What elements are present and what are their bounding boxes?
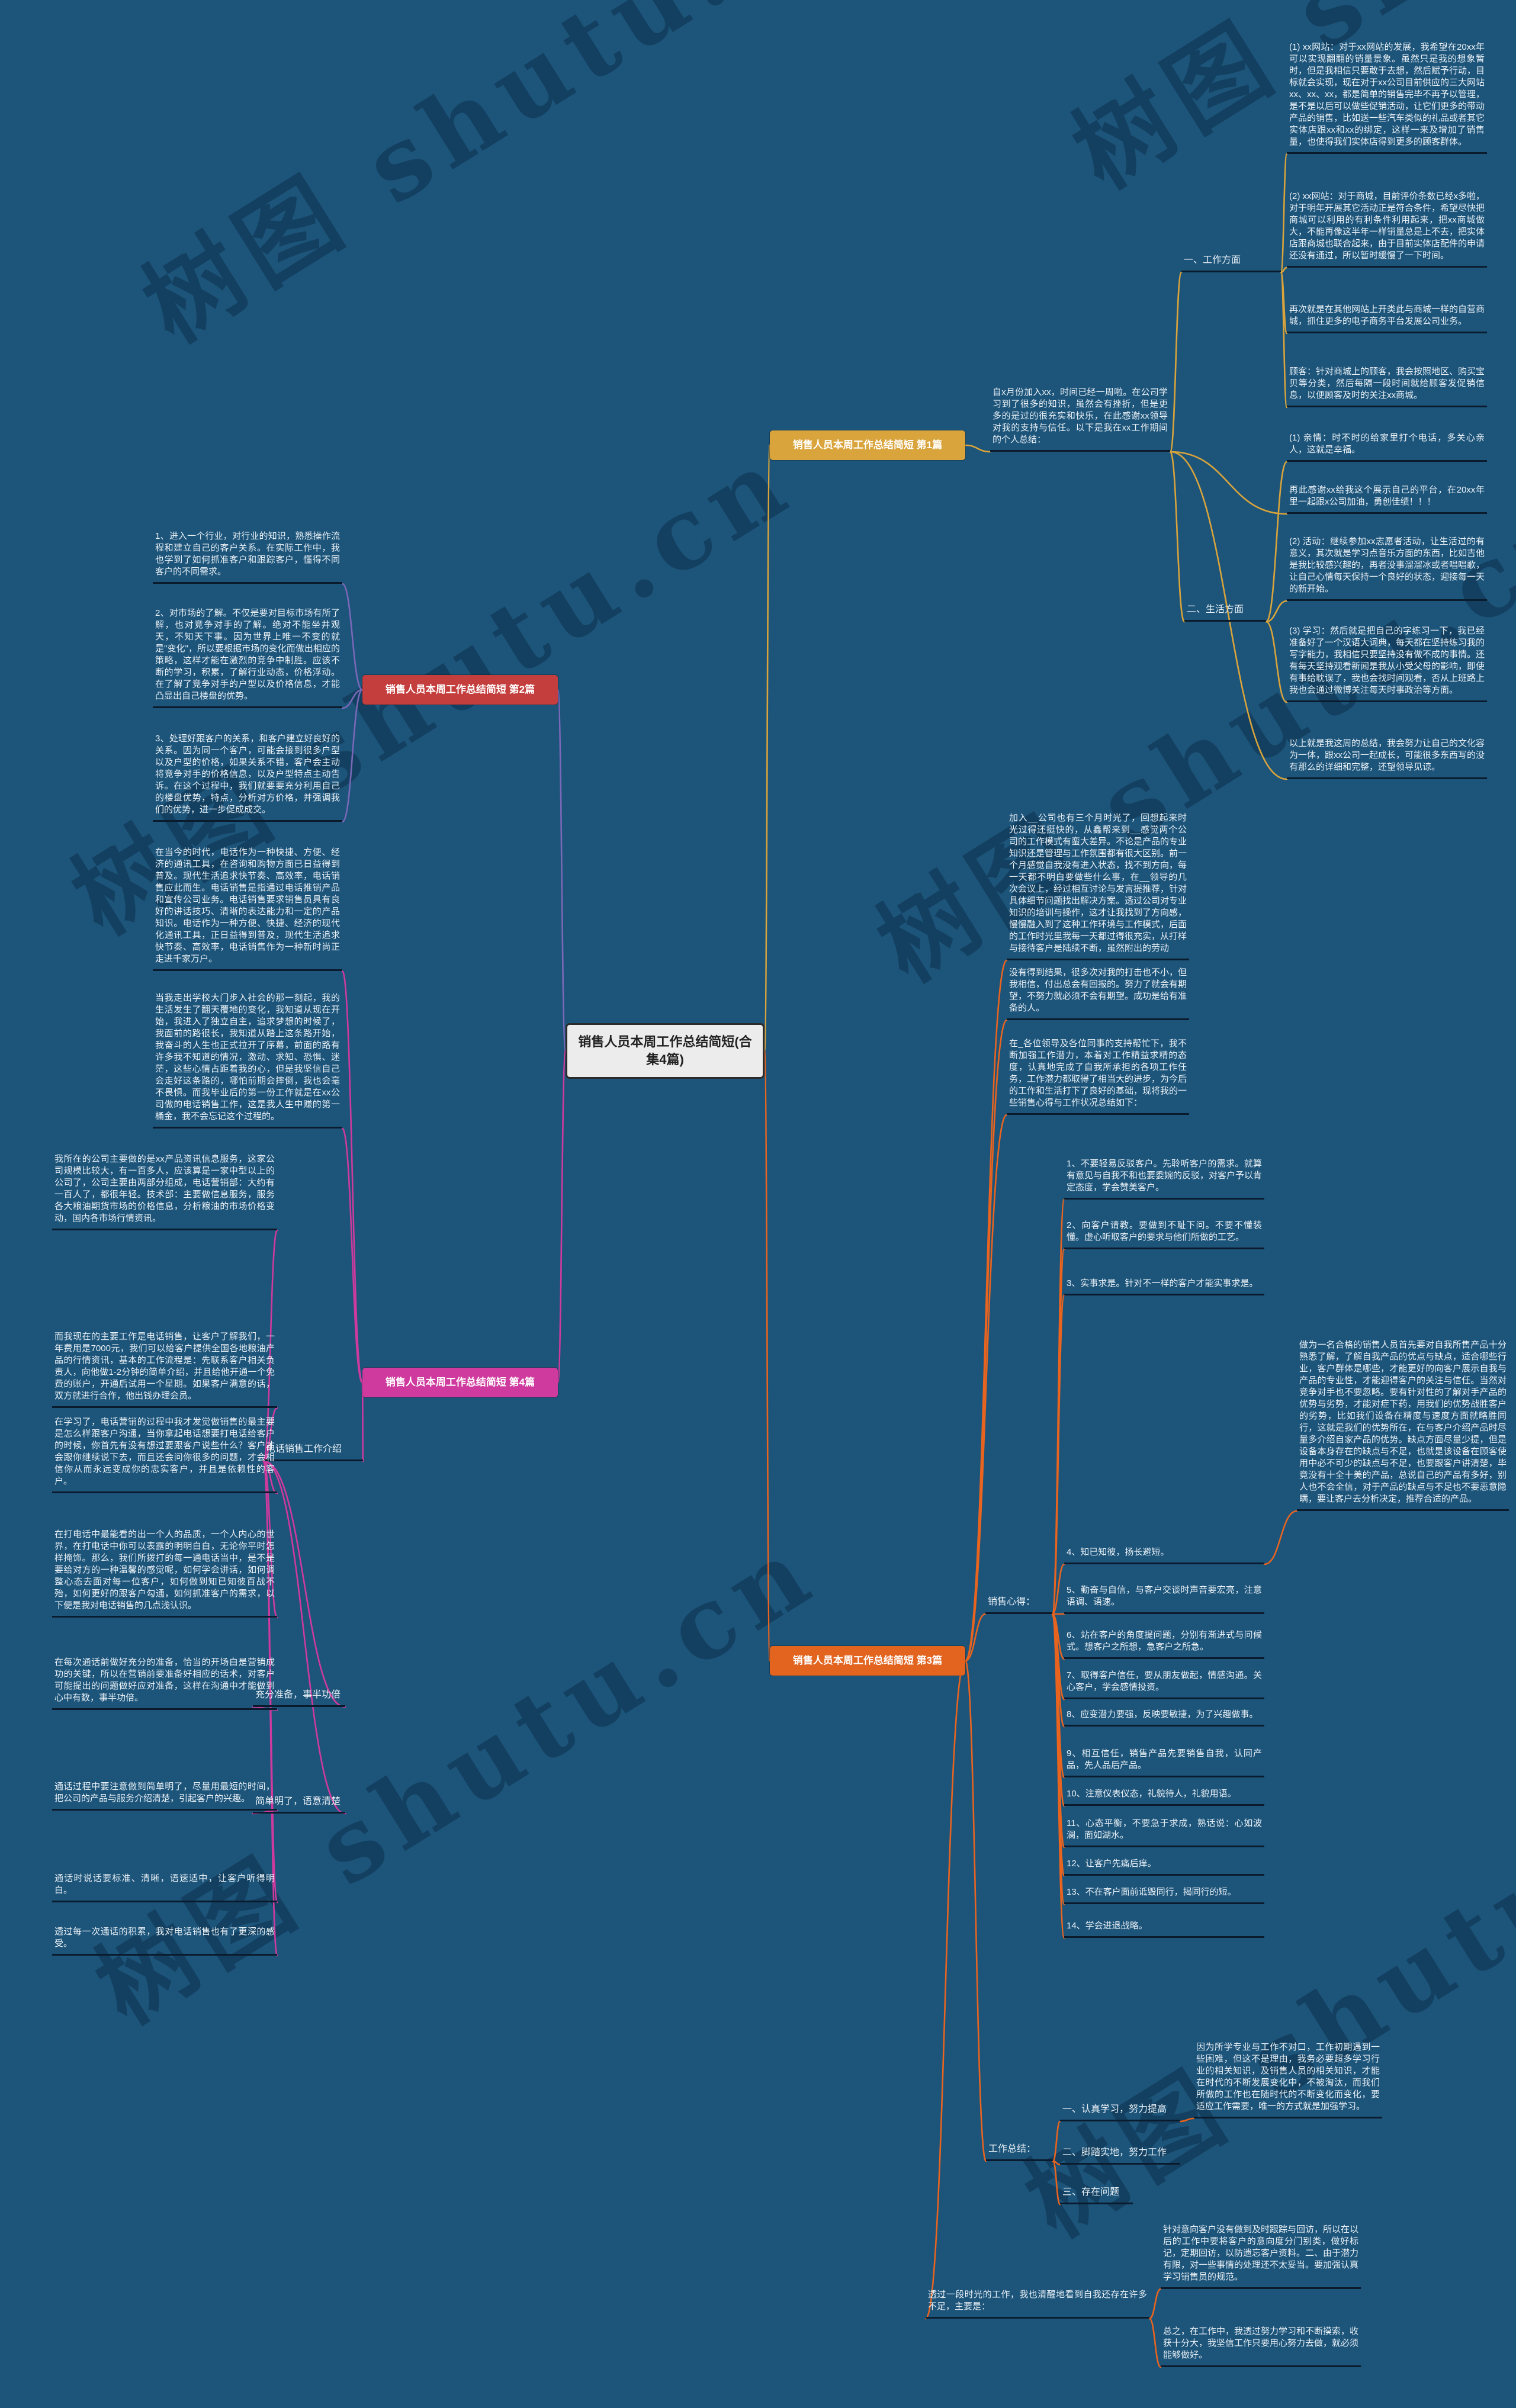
list-item[interactable]: 3、实事求是。针对不一样的客户才能实事求是。 — [1064, 1278, 1264, 1295]
mindmap-topic[interactable]: 自x月份加入xx，时间已经一周啦。在公司学习到了很多的知识，虽然会有挫折，但是更… — [990, 387, 1170, 452]
mindmap-topic[interactable]: 3、处理好跟客户的关系，和客户建立好良好的关系。因为同一个客户，可能会接到很多户… — [153, 733, 342, 822]
mindmap-topic[interactable]: 透过一段时光的工作，我也清醒地看到自我还存在许多不足，主要是： — [926, 2289, 1149, 2319]
mindmap-topic[interactable]: 通话时说话要标准、清晰，语速适中，让客户听得明白。 — [52, 1873, 277, 1902]
mindmap-topic[interactable]: (2) xx网站：对于商城，目前评价条数已经x多啦，对于明年开展其它活动正是符合… — [1287, 191, 1487, 268]
section-label-work[interactable]: 一、工作方面 — [1181, 255, 1281, 272]
mindmap-topic[interactable]: 做为一名合格的销售人员首先要对自我所售产品十分熟悉了解，了解自我产品的优点与缺点… — [1297, 1339, 1509, 1511]
mindmap-topic[interactable]: 加入__公司也有三个月时光了，回想起来时光过得还挺快的，从鑫帮来到__感觉两个公… — [1007, 812, 1189, 960]
mindmap-topic[interactable]: 1、进入一个行业，对行业的知识，熟悉操作流程和建立自己的客户关系。在实际工作中，… — [153, 531, 342, 584]
mindmap-topic[interactable]: 在学习了，电话营销的过程中我才发觉做销售的最主要是怎么样跟客户沟通，当你拿起电话… — [52, 1416, 277, 1493]
mindmap-topic[interactable]: (1) 亲情：时不时的给家里打个电话，多关心亲人，这就是幸福。 — [1287, 432, 1487, 462]
branch-node-part2[interactable]: 销售人员本周工作总结简短 第2篇 — [362, 675, 558, 705]
mindmap-topic[interactable]: 通话过程中要注意做到简单明了，尽量用最短的时间，把公司的产品与服务介绍清楚，引起… — [52, 1781, 277, 1811]
section-label-work-summary[interactable]: 工作总结： — [986, 2143, 1053, 2161]
list-item[interactable]: 1、不要轻易反驳客户。先聆听客户的需求。就算有意见与自我不和也要委婉的反驳，对客… — [1064, 1158, 1264, 1200]
mindmap-topic[interactable]: (2) 活动：继续参加xx志愿者活动，让生活过的有意义，其次就是学习点音乐方面的… — [1287, 536, 1487, 601]
branch-node-part1[interactable]: 销售人员本周工作总结简短 第1篇 — [770, 430, 965, 460]
mindmap-topic[interactable]: 以上就是我这周的总结，我会努力让自己的文化容为一体，跟xx公司一起成长，可能很多… — [1287, 738, 1487, 779]
branch-node-part3[interactable]: 销售人员本周工作总结简短 第3篇 — [770, 1646, 965, 1676]
mindmap-topic[interactable]: 再此感谢xx给我这个展示自己的平台，在20xx年里一起跟x公司加油，勇创佳绩！！… — [1287, 484, 1487, 514]
section-label-phone-sales[interactable]: 电话销售工作介绍 — [264, 1443, 363, 1461]
list-item[interactable]: 5、勤奋与自信，与客户交谈时声音要宏亮，注意语调、语速。 — [1064, 1584, 1264, 1614]
mindmap-topic[interactable]: 当我走出学校大门步入社会的那一刻起，我的生活发生了翻天覆地的变化，我知道从现在开… — [153, 992, 342, 1129]
list-item[interactable]: 14、学会进退战略。 — [1064, 1920, 1264, 1938]
list-item[interactable]: 10、注意仪表仪态，礼貌待人，礼貌用语。 — [1064, 1788, 1264, 1806]
mindmap-topic[interactable]: 在当今的时代，电话作为一种快捷、方便、经济的通讯工具，在咨询和购物方面已日益得到… — [153, 847, 342, 971]
mindmap-topic[interactable]: (3) 学习：然后就是把自己的字练习一下，我已经准备好了一个汉语大词典，每天都在… — [1287, 625, 1487, 702]
section-label-sales-tips[interactable]: 销售心得： — [985, 1596, 1052, 1614]
list-item[interactable]: 6、站在客户的角度提问题，分别有渐进式与问候式。想客户之所想，急客户之所急。 — [1064, 1629, 1264, 1659]
list-item[interactable]: 8、应变潜力要强，反映要敏捷，为了兴趣做事。 — [1064, 1709, 1264, 1727]
mindmap-topic[interactable]: 2、对市场的了解。不仅是要对目标市场有所了解，也对竞争对手的了解。绝对不能坐井观… — [153, 607, 342, 708]
mindmap-topic[interactable]: 在每次通话前做好充分的准备，恰当的开场白是营销成功的关键，所以在营销前要准备好相… — [52, 1657, 277, 1710]
mindmap-topic[interactable]: 透过每一次通话的积累，我对电话销售也有了更深的感受。 — [52, 1926, 277, 1956]
mindmap-topic[interactable]: 再次就是在其他网站上开类此与商城一样的自营商城，抓住更多的电子商务平台发展公司业… — [1287, 304, 1487, 333]
branch-node-part4[interactable]: 销售人员本周工作总结简短 第4篇 — [362, 1368, 558, 1397]
list-item[interactable]: 9、相互信任，销售产品先要销售自我，认同产品，先人品后产品。 — [1064, 1748, 1264, 1777]
mindmap-topic[interactable]: 总之，在工作中，我透过努力学习和不断摸索，收获十分大，我坚信工作只要用心努力去做… — [1161, 2326, 1361, 2367]
list-item[interactable]: 4、知已知彼，扬长避短。 — [1064, 1547, 1264, 1564]
tip-label-brevity[interactable]: 简单明了，语意清楚 — [253, 1796, 345, 1814]
mindmap-topic[interactable]: 因为所学专业与工作不对口，工作初期遇到一些困难，但这不是理由，我务必要超多学习行… — [1194, 2042, 1382, 2118]
summary-item[interactable]: 一、认真学习，努力提高 — [1060, 2104, 1180, 2121]
mindmap-topic[interactable]: 在打电话中最能看的出一个人的品质，一个人内心的世界，在打电话中你可以表露的明明白… — [52, 1529, 277, 1618]
mindmap-topic[interactable]: 针对意向客户没有做到及时跟踪与回访，所以在以后的工作中要将客户的意向度分门别类，… — [1161, 2224, 1361, 2289]
list-item[interactable]: 2、向客户请教。要做到不耻下问。不要不懂装懂。虚心听取客户的要求与他们所做的工艺… — [1064, 1220, 1264, 1249]
tip-label-preparation[interactable]: 充分准备，事半功倍 — [253, 1689, 345, 1707]
summary-item[interactable]: 三、存在问题 — [1060, 2187, 1133, 2204]
list-item[interactable]: 12、让客户先痛后痒。 — [1064, 1858, 1264, 1876]
mindmap-topic[interactable]: 我所在的公司主要做的是xx产品资讯信息服务，这家公司规模比较大，有一百多人，应该… — [52, 1153, 277, 1230]
central-topic[interactable]: 销售人员本周工作总结简短(合集4篇) — [566, 1023, 765, 1079]
summary-item[interactable]: 二、脚踏实地，努力工作 — [1060, 2147, 1180, 2165]
mindmap-topic[interactable]: 在_各位领导及各位同事的支持帮忙下，我不断加强工作潜力，本着对工作精益求精的态度… — [1007, 1038, 1189, 1115]
list-item[interactable]: 11、心态平衡，不要急于求成，熟话说：心如波澜，面如湖水。 — [1064, 1818, 1264, 1847]
section-label-life[interactable]: 二、生活方面 — [1184, 604, 1266, 622]
mindmap-topic[interactable]: 没有得到结果，很多次对我的打击也不小，但我相信，付出总会有回报的。努力了就会有期… — [1007, 967, 1189, 1020]
mindmap-topic[interactable]: 顾客：针对商城上的顾客，我会按照地区、购买宝贝等分类，然后每隔一段时间就给顾客发… — [1287, 366, 1487, 407]
list-item[interactable]: 13、不在客户面前诋毁同行，揭同行的短。 — [1064, 1886, 1264, 1904]
mindmap-topic[interactable]: (1) xx网站：对于xx网站的发展，我希望在20xx年可以实现翻翻的销量景象。… — [1287, 41, 1487, 154]
list-item[interactable]: 7、取得客户信任，要从朋友做起，情感沟通。关心客户，学会感情投资。 — [1064, 1670, 1264, 1699]
mindmap-topic[interactable]: 而我现在的主要工作是电话销售，让客户了解我们，一年费用是7000元，我们可以给客… — [52, 1331, 277, 1408]
